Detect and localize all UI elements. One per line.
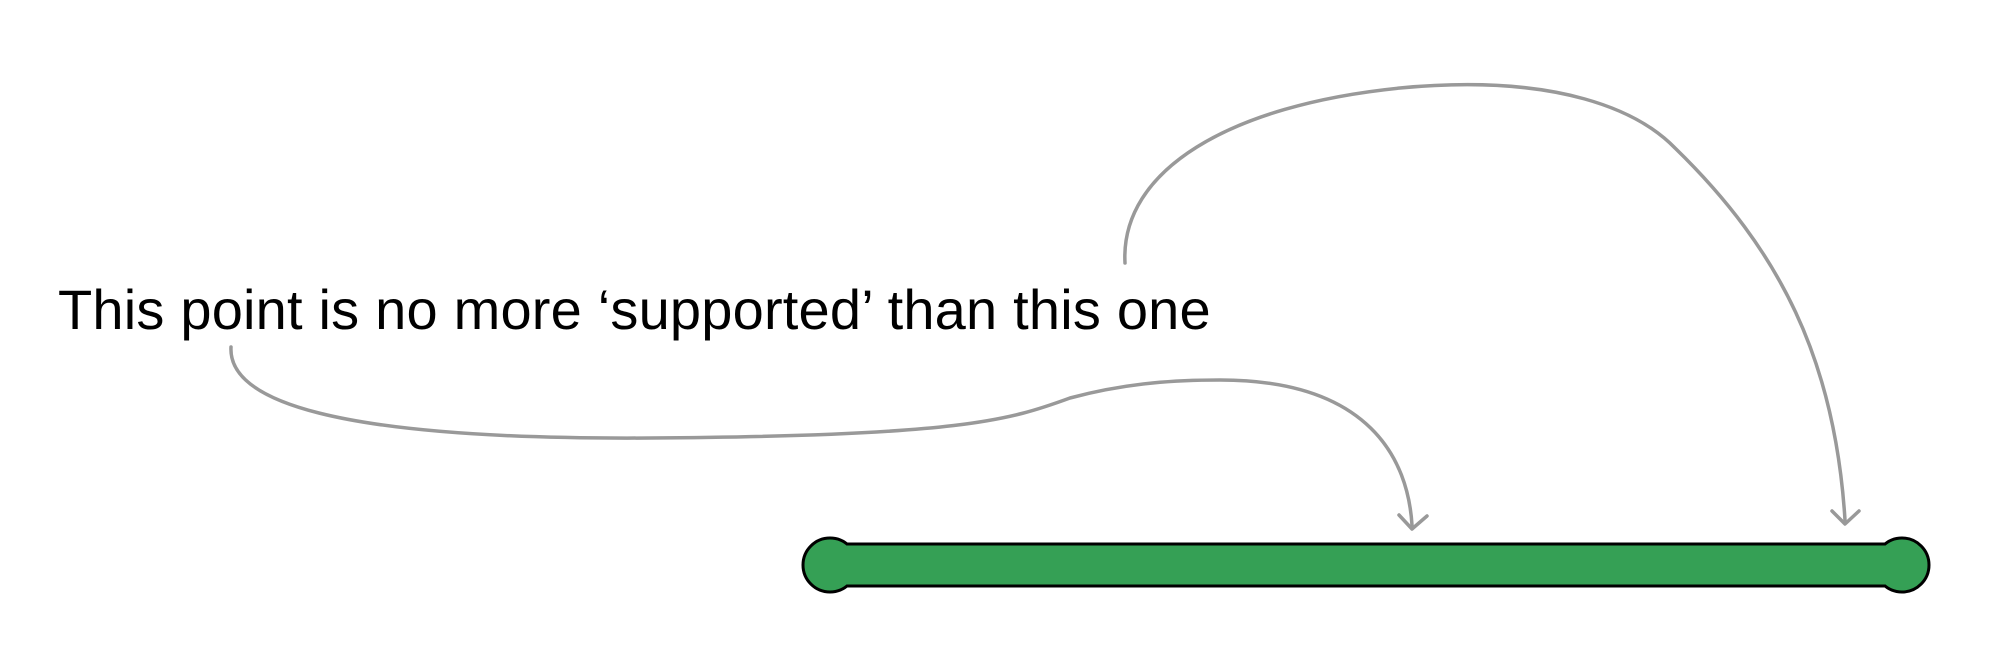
curved-arrow-left-head [1397, 513, 1429, 531]
range-bar [801, 536, 1931, 594]
caption-text: This point is no more ‘supported’ than t… [58, 278, 1211, 341]
curved-arrow-right-head [1830, 509, 1861, 526]
curved-arrow-left [229, 345, 1429, 531]
curved-arrow-left-line [229, 345, 1414, 527]
curved-arrow-right-line [1123, 82, 1847, 522]
curved-arrow-right [1123, 82, 1861, 526]
range-bar-fill-cover [832, 545, 1900, 585]
